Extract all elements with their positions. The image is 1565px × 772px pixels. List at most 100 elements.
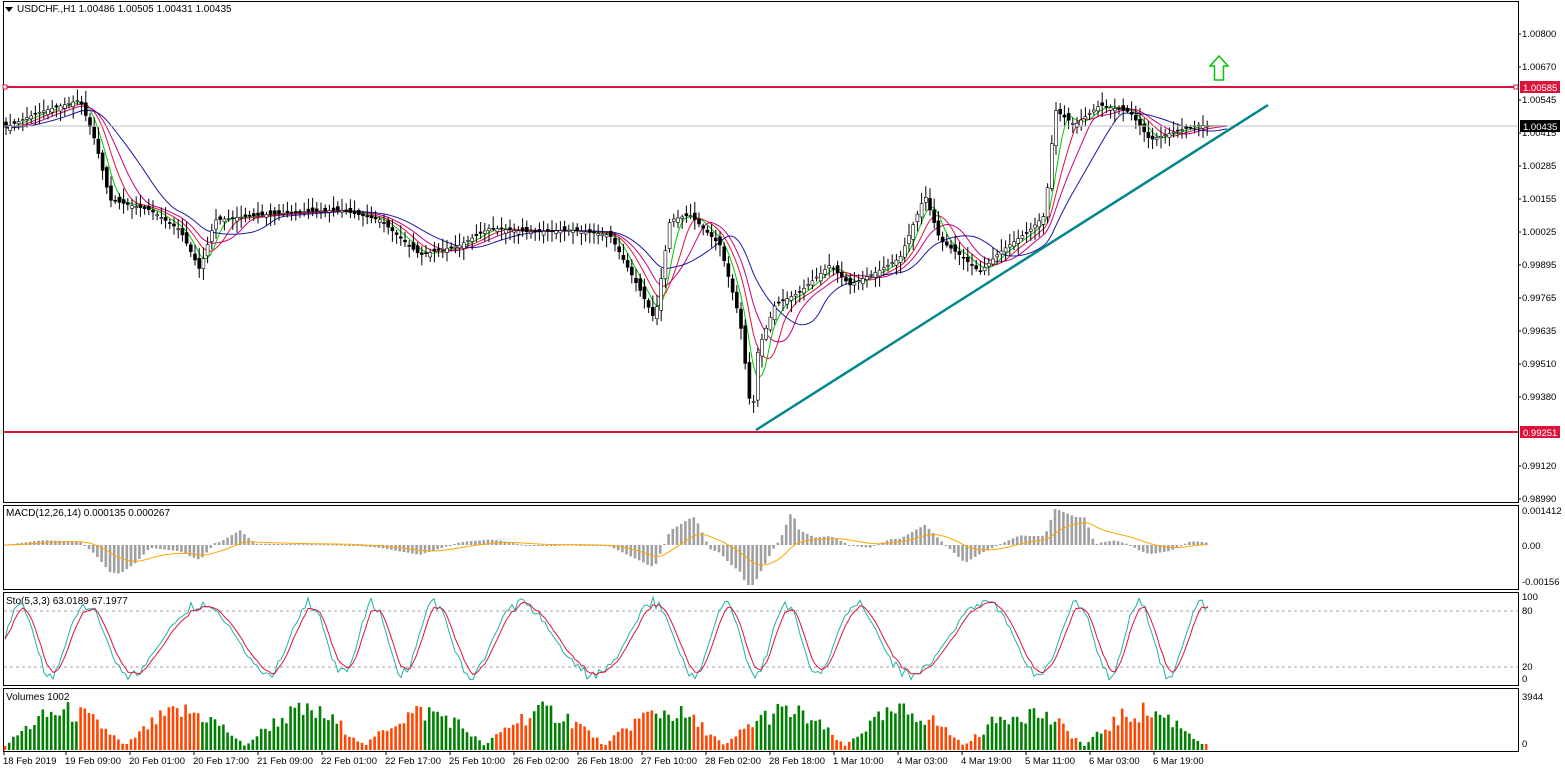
volume-bar — [579, 724, 582, 750]
candle-body — [184, 232, 189, 244]
volume-bar — [495, 734, 498, 750]
volume-bar — [1125, 716, 1128, 750]
macd-bar — [1146, 545, 1149, 554]
macd-bar — [1188, 541, 1191, 545]
macd-bar — [234, 532, 238, 545]
macd-bar — [1175, 545, 1179, 548]
candle-body — [1054, 110, 1058, 147]
volume-bar — [457, 719, 460, 750]
macd-bar — [965, 545, 969, 562]
volume-bar — [721, 744, 725, 750]
macd-bar — [797, 529, 801, 545]
volume-bar — [318, 706, 322, 750]
macd-bar — [516, 543, 519, 545]
macd-histogram — [3, 509, 1208, 585]
candle-body — [785, 298, 790, 305]
candle-body — [751, 401, 756, 403]
volume-bar — [171, 706, 175, 750]
volume-bar — [847, 741, 851, 750]
volume-bar — [915, 722, 918, 750]
resistance-line-handle-left[interactable] — [2, 84, 8, 90]
volume-bar — [264, 728, 267, 750]
candle-body — [113, 199, 117, 202]
candle-body — [923, 197, 928, 203]
volume-bar — [1028, 709, 1032, 750]
candle-body — [247, 214, 252, 217]
candle-body — [41, 110, 46, 113]
volume-bar — [394, 726, 397, 750]
volume-bar — [982, 734, 985, 750]
macd-bar — [171, 545, 175, 551]
stochastic-panel-frame — [3, 592, 1519, 686]
candle-body — [142, 206, 147, 209]
macd-bar — [222, 540, 225, 545]
time-axis-label: 18 Feb 2019 — [3, 756, 56, 767]
candle-body — [613, 237, 617, 245]
macd-bar — [591, 545, 595, 546]
macd-bar — [243, 534, 246, 545]
candle-body — [407, 244, 412, 247]
macd-bar — [1020, 535, 1023, 545]
candle-body — [1092, 109, 1096, 113]
volume-bar — [381, 730, 385, 750]
macd-bar — [87, 545, 91, 550]
volume-bar — [272, 718, 276, 750]
macd-bar — [1192, 541, 1195, 545]
macd-bar — [339, 544, 343, 546]
volume-bar — [852, 738, 855, 750]
candle-body — [508, 227, 512, 231]
volume-bar — [650, 710, 654, 750]
volume-bar — [3, 746, 7, 750]
volume-bar — [616, 731, 620, 750]
candle-body — [646, 300, 651, 308]
price-level-label: 1.00155 — [1522, 194, 1556, 205]
candle-body — [915, 213, 920, 222]
candle-body — [1016, 238, 1021, 244]
macd-bar — [1045, 531, 1048, 545]
triangle-down-icon[interactable] — [5, 6, 13, 12]
candle-body — [873, 271, 878, 278]
macd-bar — [385, 545, 389, 550]
resistance-line-handle-right[interactable] — [1513, 84, 1519, 90]
volume-bar — [877, 711, 880, 750]
current-price-tag: 1.00435 — [1520, 120, 1560, 133]
candle-body — [29, 115, 34, 120]
volume-bar — [889, 711, 893, 750]
volume-bar — [1032, 708, 1036, 750]
macd-bar — [721, 545, 725, 557]
macd-bar — [1057, 510, 1061, 545]
volume-bar — [1162, 717, 1166, 750]
macd-bar — [675, 526, 679, 545]
volume-bar — [402, 723, 406, 750]
volume-bar — [314, 717, 318, 750]
candle-body — [587, 229, 592, 233]
candle-body — [222, 218, 227, 223]
volume-bar — [104, 728, 108, 750]
candle-body — [365, 215, 370, 218]
candle-body — [936, 220, 941, 236]
macd-bar — [217, 542, 221, 545]
volume-bar — [184, 704, 187, 750]
volume-bar — [192, 712, 196, 750]
candle-body — [319, 210, 323, 213]
macd-label: MACD(12,26,14) 0.000135 0.000267 — [6, 508, 171, 519]
macd-bar — [583, 545, 586, 546]
volume-bar — [129, 739, 133, 750]
volume-bar — [1167, 714, 1170, 750]
candle-body — [634, 277, 638, 283]
price-level-label: 0.98990 — [1522, 494, 1556, 505]
macd-bar — [511, 542, 515, 545]
candle-body — [260, 211, 265, 216]
candle-body — [764, 327, 769, 340]
macd-bar — [70, 541, 74, 545]
price-level-label: 1.00800 — [1522, 29, 1556, 40]
macd-bar — [184, 545, 187, 555]
candle-body — [970, 264, 974, 266]
volume-bar — [751, 727, 754, 750]
trend-line[interactable] — [755, 103, 1269, 432]
macd-bar — [457, 542, 460, 545]
volume-bar — [482, 745, 486, 750]
macd-bar — [100, 545, 103, 563]
volume-bar — [1196, 740, 1200, 750]
